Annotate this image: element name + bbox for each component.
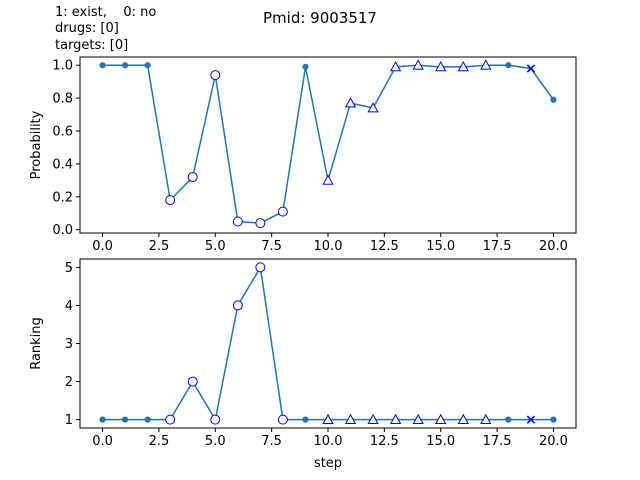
ranking-y-tick-label: 1 [65, 413, 73, 428]
ranking-point-x [526, 415, 536, 424]
ranking-point-triangle [322, 413, 334, 424]
probability-point-triangle [389, 61, 402, 72]
ranking-panel: 0.0 2.5 5.0 7.5 10.0 12.5 15.0 17.5 20.0 1 2 3 4 5 Ran… [29, 258, 577, 471]
ranking-point-circle [277, 414, 288, 425]
probability-point-circle [210, 70, 221, 81]
probability-point-triangle [322, 174, 334, 185]
probability-x-tick-label: 10.0 [314, 239, 343, 254]
ranking-point-triangle [435, 413, 447, 424]
probability-point-dot [550, 96, 557, 103]
probability-point-triangle [367, 102, 379, 113]
probability-x-tick-label: 5.0 [205, 239, 226, 254]
probability-point-dot [302, 63, 309, 70]
probability-panel: 0.0 2.5 5.0 7.5 10.0 12.5 15.0 17.5 20.0 0.0 0.2 0.… [29, 56, 577, 254]
ranking-point-dot [505, 416, 512, 423]
probability-point-triangle [412, 59, 424, 70]
probability-x-tick-label: 12.5 [370, 239, 399, 254]
ranking-y-tick-label: 2 [65, 375, 73, 390]
probability-point-circle [255, 218, 266, 229]
probability-y-axis-label: Probability [29, 110, 44, 179]
ranking-x-axis-label: step [314, 456, 342, 471]
probability-point-triangle [457, 61, 469, 72]
ranking-point-circle [255, 262, 266, 273]
ranking-x-tick-label: 12.5 [370, 434, 399, 449]
probability-y-tick-label: 1.0 [52, 59, 73, 74]
ranking-x-tick-label: 10.0 [314, 434, 343, 449]
probability-point-circle [277, 206, 288, 217]
ranking-point-circle [165, 414, 176, 425]
ranking-point-triangle [480, 413, 492, 424]
probability-y-tick-label: 0.2 [52, 190, 73, 205]
ranking-y-tick-label: 4 [65, 299, 73, 314]
ranking-point-dot [144, 416, 151, 423]
ranking-y-tick-label: 3 [65, 337, 73, 352]
probability-x-tick-label: 7.5 [261, 239, 282, 254]
ranking-point-dot [99, 416, 106, 423]
ranking-x-tick-label: 0.0 [92, 434, 113, 449]
probability-point-triangle [435, 61, 447, 72]
ranking-x-tick-label: 5.0 [205, 434, 226, 449]
ranking-x-tick-label: 20.0 [539, 434, 568, 449]
probability-x-tick-label: 15.0 [426, 239, 455, 254]
probability-point-circle [232, 216, 243, 227]
ranking-point-triangle [344, 413, 357, 424]
probability-x-tick-label: 20.0 [539, 239, 568, 254]
ranking-point-triangle [389, 413, 402, 424]
ranking-point-triangle [457, 413, 469, 424]
probability-y-tick-label: 0.0 [52, 223, 73, 238]
probability-point-triangle [480, 59, 492, 70]
ranking-point-dot [121, 416, 129, 423]
ranking-axes-frame [79, 258, 577, 429]
legend-line-drugs: drugs: [0] [55, 21, 119, 36]
ranking-point-triangle [412, 413, 424, 424]
probability-axes-frame [79, 56, 577, 234]
probability-point-dot [99, 62, 106, 69]
figure-title: Pmid: 9003517 [263, 9, 377, 27]
ranking-x-tick-label: 2.5 [149, 434, 170, 449]
ranking-point-circle [187, 376, 198, 387]
probability-point-triangle [344, 97, 357, 108]
ranking-x-tick-label: 15.0 [426, 434, 455, 449]
legend-line-targets: targets: [0] [55, 38, 128, 53]
probability-y-tick-label: 0.8 [52, 92, 73, 107]
probability-point-circle [187, 172, 198, 183]
legend-line-exist: 1: exist, 0: no [55, 5, 156, 20]
ranking-y-axis-label: Ranking [29, 317, 44, 370]
ranking-x-tick-label: 7.5 [261, 434, 282, 449]
ranking-point-circle [232, 300, 243, 311]
ranking-series-line [102, 265, 554, 422]
probability-x-tick-label: 17.5 [483, 239, 512, 254]
probability-point-circle [165, 195, 176, 206]
probability-y-tick-label: 0.4 [52, 157, 73, 172]
probability-point-dot [121, 62, 129, 69]
ranking-point-triangle [367, 413, 379, 424]
probability-x-tick-label: 2.5 [149, 239, 170, 254]
probability-point-dot [144, 62, 151, 69]
probability-point-x [526, 64, 536, 73]
ranking-point-circle [210, 414, 221, 425]
probability-x-tick-label: 0.0 [92, 239, 113, 254]
ranking-point-dot [550, 416, 557, 423]
ranking-y-tick-label: 5 [65, 261, 73, 276]
ranking-x-tick-label: 17.5 [483, 434, 512, 449]
probability-y-tick-label: 0.6 [52, 125, 73, 140]
ranking-point-dot [302, 416, 309, 423]
probability-point-dot [505, 62, 512, 69]
